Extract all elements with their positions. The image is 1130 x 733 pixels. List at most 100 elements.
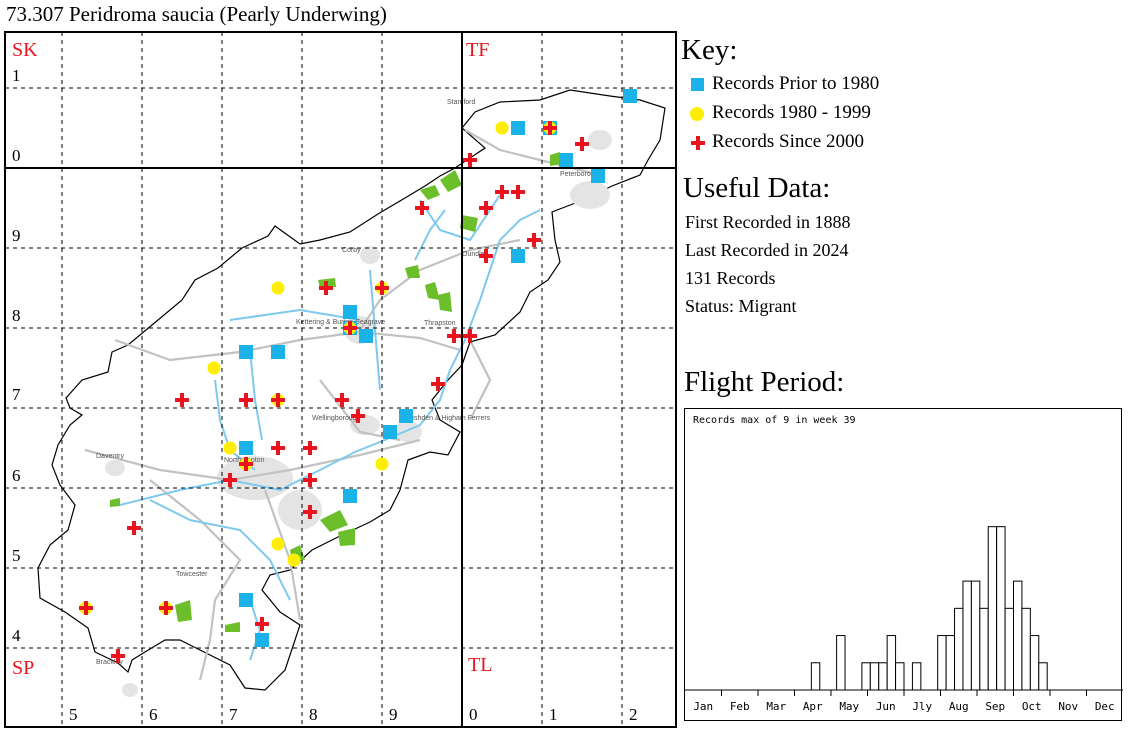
record-prior-1980-marker [239,441,253,455]
flight-chart-note: Records max of 9 in week 39 [693,415,856,426]
distribution-map: Stamford Corby Kettering & Burton Seagra… [4,31,677,728]
town-brackley: Brackley [96,659,123,666]
record-since-2000-marker [447,329,461,343]
northing-labels: 1 0 9 8 7 6 5 4 [12,66,21,645]
flight-bar-week-32 [945,635,956,691]
record-prior-1980-marker [591,169,605,183]
record-since-2000-marker [111,649,125,663]
woodland [110,152,562,632]
flight-bar-week-22 [861,662,871,691]
record-since-2000-marker [463,153,477,167]
record-since-2000-marker [79,601,93,615]
flight-bar-week-42 [1029,635,1040,691]
flight-month-label: Feb [730,700,750,713]
record-since-2000-marker [239,457,253,471]
record-since-2000-marker [495,185,509,199]
flight-month-label: Jly [912,700,932,713]
flight-bar-week-28 [911,662,922,691]
record-1980-1999-marker [223,441,237,455]
first-recorded: First Recorded in 1888 [685,212,851,232]
record-1980-1999-marker [271,281,285,295]
town-thrapston: Thrapston [424,320,456,327]
record-since-2000-marker [175,393,189,407]
easting-label-6: 6 [149,705,158,724]
flight-month-label: May [839,700,859,713]
blue-square-icon [688,75,708,95]
flight-bar-week-19 [836,635,846,691]
flight-chart-svg: Jan Feb Mar Apr May Jun Jly Aug Sep Oct Nov Dec [685,526,1123,713]
northing-label-8: 8 [12,306,21,325]
record-since-2000-marker [271,441,285,455]
record-since-2000-marker [159,601,173,615]
page-title: 73.307 Peridroma saucia (Pearly Underwin… [6,2,387,26]
flight-bar-week-40 [1013,580,1023,691]
record-since-2000-marker [415,201,429,215]
grid-dashed-lines [5,32,676,727]
easting-label-5: 5 [69,705,78,724]
record-since-2000-marker [479,201,493,215]
map-frame [4,31,677,728]
northing-label-7: 7 [12,385,21,404]
status: Status: Migrant [685,296,797,316]
easting-label-7: 7 [229,705,238,724]
record-since-2000-marker [479,249,493,263]
record-since-2000-marker [303,441,317,455]
town-peterborough: Peterborough [560,171,603,178]
record-prior-1980-marker [511,121,525,135]
record-since-2000-marker [335,393,349,407]
easting-label-1: 1 [549,705,558,724]
town-towcester: Towcester [176,571,208,578]
flight-bar-week-16 [810,662,821,691]
record-prior-1980-marker [271,345,285,359]
flight-month-label: Apr [803,700,823,713]
flight-bar-week-25 [886,635,897,691]
flight-bar-week-31 [937,635,947,691]
record-since-2000-marker [375,281,389,295]
flight-bar-week-41 [1021,607,1031,691]
flight-month-label: Mar [766,700,786,713]
record-since-2000-marker [303,473,317,487]
record-count: 131 Records [685,268,776,288]
flight-month-label: Aug [949,700,969,713]
flight-month-label: Jun [876,700,896,713]
flight-bar-week-26 [895,662,905,691]
key-label-1980-1999: Records 1980 - 1999 [712,102,871,123]
easting-labels: 5 6 7 8 9 0 1 2 [69,705,638,724]
town-corby: Corby [342,247,361,254]
record-1980-1999-marker [207,361,221,375]
key-item-1980-1999: Records 1980 - 1999 [688,101,871,125]
town-wellingborough: Wellingborough [312,415,361,422]
record-prior-1980-marker [511,249,525,263]
record-prior-1980-marker [383,425,397,439]
key-item-since-2000: Records Since 2000 [688,130,864,154]
key-item-prior-1980: Records Prior to 1980 [688,72,879,96]
record-since-2000-marker [127,521,141,535]
record-since-2000-marker [431,377,445,391]
square-label-sk: SK [12,39,38,61]
record-prior-1980-marker [255,633,269,647]
record-since-2000-marker [463,329,477,343]
key-label-since-2000: Records Since 2000 [712,131,864,152]
record-since-2000-marker [303,505,317,519]
record-since-2000-marker [543,121,557,135]
northing-label-1: 1 [12,66,21,85]
flight-period-heading: Flight Period: [684,366,845,398]
record-1980-1999-marker [495,121,509,135]
record-1980-1999-marker [375,457,389,471]
record-since-2000-marker [351,409,365,423]
record-since-2000-marker [239,393,253,407]
record-since-2000-marker [223,473,237,487]
record-markers [79,89,637,663]
record-since-2000-marker [319,281,333,295]
easting-label-8: 8 [309,705,318,724]
record-prior-1980-marker [359,329,373,343]
northing-label-0: 0 [12,146,21,165]
northing-label-5: 5 [12,546,21,565]
town-oundle: Oundle [462,251,485,258]
map-base: Stamford Corby Kettering & Burton Seagra… [37,89,666,697]
flight-month-label: Nov [1058,700,1078,713]
red-cross-icon [688,133,708,153]
flight-bar-week-23 [869,662,880,691]
grid [4,31,677,728]
flight-bar-week-24 [878,662,888,691]
